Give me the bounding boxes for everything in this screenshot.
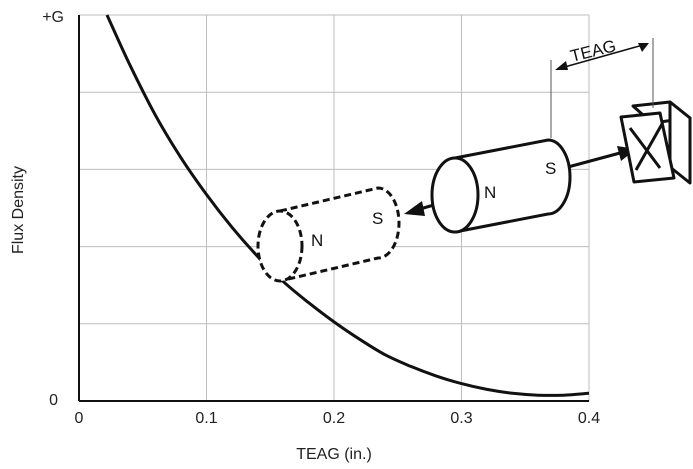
teag-label: TEAG <box>568 36 618 66</box>
x-tick-labels: 0 0.1 0.2 0.3 0.4 <box>75 410 601 427</box>
x-tick-label: 0.3 <box>450 410 472 427</box>
y-tick-label-zero: 0 <box>49 392 58 409</box>
magnet-near-body <box>454 138 572 234</box>
magnet-far-body <box>279 186 401 283</box>
sensor-cross-icon <box>628 123 664 171</box>
axes <box>78 15 589 402</box>
sensor-block <box>619 100 692 185</box>
x-tick-label: 0 <box>75 410 84 427</box>
magnet-near-north-label: N <box>484 183 496 202</box>
x-tick-label: 0.4 <box>578 410 600 427</box>
y-axis-title: Flux Density <box>10 166 27 254</box>
magnet-far-end-face <box>256 209 304 283</box>
magnet-far-north-label: N <box>311 231 323 250</box>
magnet-far-south-label: S <box>372 209 383 228</box>
sensor-arrow <box>567 146 636 169</box>
magnet-illustration: N S N S <box>256 36 692 283</box>
x-tick-label: 0.1 <box>195 410 217 427</box>
x-axis-title: TEAG (in.) <box>296 446 372 463</box>
magnet-near: N S <box>430 138 572 234</box>
magnet-near-south-label: S <box>545 159 556 178</box>
x-tick-label: 0.2 <box>323 410 345 427</box>
y-tick-label-top: +G <box>42 9 64 26</box>
teag-dimension-line <box>560 44 644 69</box>
magnet-near-end-face <box>430 156 480 234</box>
flux-density-curve <box>105 14 590 397</box>
magnet-far: N S <box>256 186 401 283</box>
